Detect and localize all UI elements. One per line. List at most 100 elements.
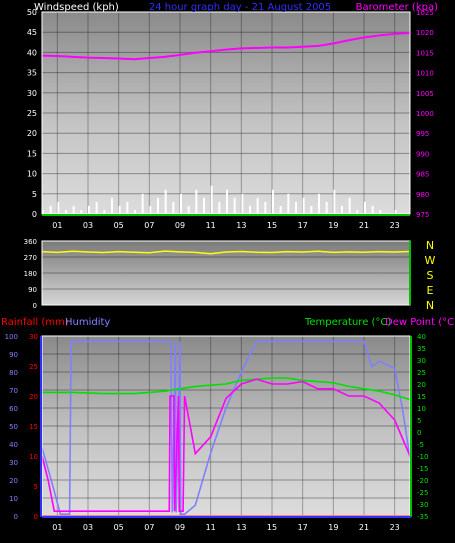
temperature-tick-label: -5: [417, 441, 424, 449]
barometer-tick-label: 995: [416, 130, 429, 138]
humidity-tick-label: 50: [9, 423, 18, 431]
temperature-line: [42, 377, 411, 401]
wind-degree-tick-label: 360: [24, 238, 37, 246]
wind-direction-line: [41, 250, 411, 255]
windspeed-bar: [356, 209, 359, 214]
rainfall-tick-label: 30: [29, 333, 38, 341]
rainfall-label: Rainfall (mm): [1, 317, 69, 328]
wind-degree-tick-label: 180: [24, 270, 37, 278]
windspeed-bar: [310, 205, 313, 214]
wind-baro-plot-bg: [42, 12, 410, 214]
windspeed-bar: [111, 197, 113, 214]
rainfall-tick-label: 15: [29, 423, 38, 431]
hour-tick-label: 01: [52, 221, 62, 230]
barometer-tick-label: 990: [416, 150, 429, 158]
windspeed-tick-label: 30: [27, 89, 37, 98]
hour-tick-label: 17: [298, 523, 308, 532]
windspeed-bar: [149, 205, 152, 214]
barometer-tick-label: 1000: [416, 110, 434, 118]
compass-label: W: [425, 254, 436, 267]
windspeed-tick-label: 0: [32, 210, 37, 219]
wind-baro-hour-labels: 01 03 05 07 09 11 13 15 17 19 21 23: [52, 221, 400, 230]
humidity-tick-labels: 0 10 20 30 40 50 60 70 80 90 100: [5, 333, 18, 521]
windspeed-bar: [172, 201, 175, 214]
wind-degree-tick-label: 90: [28, 286, 37, 294]
barometer-tick-label: 985: [416, 171, 429, 179]
windspeed-bar: [264, 201, 267, 214]
windspeed-bar: [394, 209, 397, 214]
rainfall-tick-label: 0: [34, 513, 38, 521]
temperature-tick-label: 20: [417, 381, 426, 389]
windspeed-bar: [134, 209, 136, 214]
windspeed-bar: [241, 193, 244, 214]
humidity-tick-label: 10: [9, 495, 18, 503]
wind-direction-series: [41, 250, 411, 255]
windspeed-bar: [272, 189, 274, 214]
windspeed-tick-label: 45: [27, 28, 37, 37]
windspeed-bar: [279, 205, 282, 214]
windspeed-tick-label: 40: [27, 48, 37, 57]
windspeed-bar: [80, 209, 83, 214]
windspeed-bar: [72, 205, 75, 214]
chart-title: 24 hour graph day - 21 August 2005: [149, 2, 331, 13]
barometer-tick-label: 980: [416, 191, 429, 199]
windspeed-tick-label: 20: [27, 129, 37, 138]
windspeed-bar: [57, 201, 60, 214]
rainfall-tick-label: 10: [29, 453, 38, 461]
compass-label: S: [427, 269, 434, 282]
hour-tick-label: 21: [359, 221, 369, 230]
windspeed-bar: [95, 201, 98, 214]
temperature-tick-label: 25: [417, 369, 426, 377]
hour-tick-label: 01: [52, 523, 62, 532]
hour-tick-label: 15: [267, 221, 277, 230]
dew-point-line: [41, 378, 411, 513]
barometer-line: [41, 32, 411, 61]
hour-tick-label: 23: [390, 221, 400, 230]
temp-humidity-hour-labels: 01 03 05 07 09 11 13 15 17 19 21 23: [52, 523, 400, 532]
temperature-tick-label: 30: [417, 357, 426, 365]
hour-tick-label: 03: [83, 523, 93, 532]
windspeed-bar: [249, 205, 251, 214]
compass-label: N: [426, 299, 434, 312]
humidity-tick-label: 90: [9, 351, 18, 359]
temperature-tick-label: 10: [417, 405, 426, 413]
dew-point-label: Dew Point (°C): [385, 317, 455, 328]
hour-tick-label: 11: [206, 523, 216, 532]
temperature-tick-label: -10: [417, 453, 428, 461]
temperature-tick-label: 40: [417, 333, 426, 341]
windspeed-bar: [287, 193, 290, 214]
hour-tick-label: 09: [175, 523, 185, 532]
hour-tick-label: 23: [390, 523, 400, 532]
windspeed-tick-label: 50: [27, 8, 37, 17]
windspeed-bar: [118, 205, 121, 214]
hour-tick-label: 19: [328, 221, 338, 230]
temperature-tick-label: -20: [417, 477, 428, 485]
windspeed-tick-label: 5: [32, 190, 37, 199]
hour-tick-label: 07: [144, 221, 154, 230]
windspeed-tick-label: 15: [27, 149, 37, 158]
windspeed-axis-label: Windspeed (kph): [34, 2, 119, 13]
humidity-tick-label: 70: [9, 387, 18, 395]
hour-tick-label: 13: [236, 523, 246, 532]
windspeed-tick-labels: 0 5 10 15 20 25 30 35 40 45 50: [27, 8, 37, 219]
windspeed-bar: [226, 189, 228, 214]
windspeed-bar: [295, 201, 297, 214]
temperature-tick-label: -35: [417, 513, 428, 521]
windspeed-bar: [318, 193, 320, 214]
temperature-tick-label: -25: [417, 489, 428, 497]
windspeed-bar: [42, 209, 44, 214]
barometer-axis-label: Barometer (kpa): [356, 2, 438, 13]
humidity-tick-label: 20: [9, 477, 18, 485]
temperature-tick-label: 5: [417, 417, 421, 425]
barometer-tick-label: 1020: [416, 29, 434, 37]
hour-tick-label: 15: [267, 523, 277, 532]
hour-tick-label: 17: [298, 221, 308, 230]
windspeed-bar: [341, 205, 343, 214]
windspeed-bar: [103, 209, 106, 214]
temperature-tick-labels: -35 -30 -25 -20 -15 -10 -5 0 5 10 15 20 25 30 35 40: [417, 333, 428, 521]
barometer-tick-label: 1015: [416, 49, 434, 57]
windspeed-bar: [157, 197, 159, 214]
